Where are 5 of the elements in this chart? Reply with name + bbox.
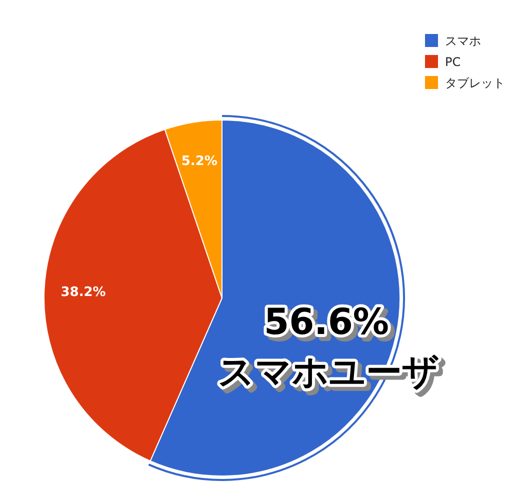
legend-label: スマホ — [445, 34, 481, 48]
legend-label: PC — [445, 55, 461, 69]
data-label: 38.2% — [60, 284, 106, 300]
data-label: 5.2% — [181, 154, 218, 170]
legend-label: タブレット — [445, 76, 505, 90]
